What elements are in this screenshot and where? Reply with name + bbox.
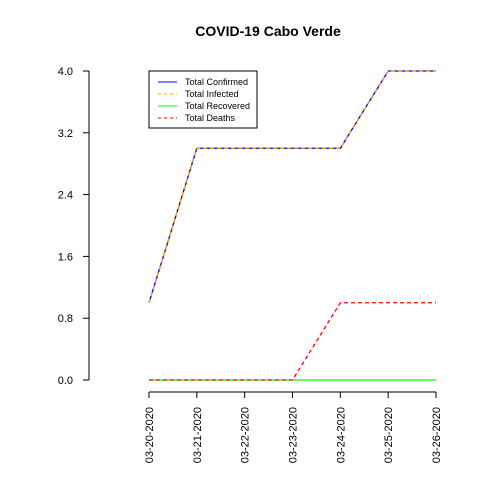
y-tick-label: 4.0	[58, 66, 73, 78]
y-tick-label: 0.8	[58, 313, 73, 325]
x-tick-label: 03-24-2020	[335, 407, 347, 463]
legend-label: Total Confirmed	[185, 77, 248, 87]
x-tick-label: 03-22-2020	[240, 407, 252, 463]
y-tick-label: 1.6	[58, 251, 73, 263]
legend-label: Total Recovered	[185, 101, 250, 111]
x-tick-label: 03-23-2020	[288, 407, 300, 463]
x-tick-label: 03-25-2020	[383, 407, 395, 463]
x-tick-label: 03-21-2020	[192, 407, 204, 463]
legend-label: Total Infected	[185, 89, 239, 99]
series-line-total-infected	[148, 70, 436, 303]
series-line-total-deaths	[149, 302, 436, 381]
y-tick-label: 3.2	[58, 128, 73, 140]
series-group	[148, 70, 436, 381]
x-tick-label: 03-20-2020	[144, 407, 156, 463]
x-tick-label: 03-26-2020	[431, 407, 443, 463]
y-axis: 0.0 0.8 1.6 2.4 3.2 4.0	[58, 66, 90, 387]
y-tick-label: 0.0	[58, 375, 73, 387]
chart-title: COVID-19 Cabo Verde	[195, 23, 341, 39]
y-tick-label: 2.4	[58, 190, 73, 202]
x-axis: 03-20-2020 03-21-2020 03-22-2020 03-23-2020…	[144, 391, 443, 463]
legend: Total Confirmed Total Infected Total Recov…	[148, 70, 258, 129]
legend-label: Total Deaths	[185, 113, 236, 123]
